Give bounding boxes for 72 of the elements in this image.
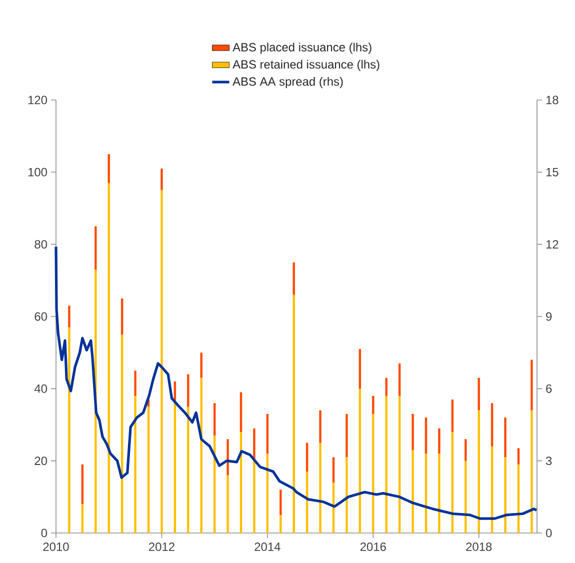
bar bbox=[266, 414, 269, 454]
bar bbox=[174, 403, 176, 533]
y2-tick-label: 9 bbox=[546, 312, 552, 321]
bar bbox=[134, 370, 136, 396]
bar bbox=[346, 457, 348, 533]
bar bbox=[292, 262, 295, 295]
bar bbox=[438, 454, 440, 533]
bar bbox=[478, 378, 480, 410]
bar bbox=[160, 168, 163, 190]
x-tick-label: 2012 bbox=[149, 542, 174, 551]
bar bbox=[517, 448, 520, 464]
bar bbox=[346, 414, 348, 458]
bar bbox=[412, 450, 414, 533]
y-tick-label: 0 bbox=[41, 528, 48, 538]
bar bbox=[68, 306, 70, 328]
bar bbox=[530, 360, 533, 410]
legend-label: ABS AA spread (rhs) bbox=[232, 77, 343, 88]
bar bbox=[319, 410, 322, 443]
y2-tick-label: 18 bbox=[546, 96, 558, 104]
bar bbox=[68, 327, 70, 533]
bar bbox=[451, 399, 454, 432]
bar bbox=[530, 410, 533, 533]
bar bbox=[240, 392, 242, 432]
bar bbox=[108, 154, 110, 183]
bar bbox=[213, 403, 216, 436]
line-series bbox=[54, 245, 538, 520]
bar bbox=[372, 396, 374, 414]
x-tick-label: 2014 bbox=[254, 542, 280, 551]
bar bbox=[253, 460, 256, 533]
y2-tick-label: 12 bbox=[546, 240, 558, 249]
bar bbox=[147, 406, 150, 533]
y2-tick-label: 6 bbox=[546, 384, 552, 393]
bar bbox=[319, 442, 322, 533]
bar bbox=[424, 418, 428, 454]
bar bbox=[280, 490, 282, 515]
y-tick-label: 120 bbox=[28, 96, 48, 104]
bar bbox=[398, 363, 401, 396]
bar bbox=[81, 504, 84, 533]
bar bbox=[253, 428, 256, 461]
bar bbox=[200, 352, 202, 378]
bar bbox=[134, 396, 136, 533]
bar bbox=[226, 439, 229, 476]
bar bbox=[226, 475, 229, 533]
bar bbox=[504, 418, 506, 458]
y-tick-label: 20 bbox=[34, 456, 48, 466]
y-tick-label: 100 bbox=[28, 168, 48, 176]
bar bbox=[464, 439, 467, 461]
bar bbox=[94, 226, 97, 270]
x-tick-label: 2010 bbox=[43, 542, 69, 551]
legend-label: ABS placed issuance (lhs) bbox=[232, 42, 372, 54]
y2-tick-label: 15 bbox=[546, 168, 558, 176]
bar bbox=[81, 464, 84, 504]
bar bbox=[280, 514, 282, 533]
bar bbox=[332, 457, 335, 482]
bar bbox=[160, 190, 163, 533]
bar bbox=[306, 442, 308, 472]
bar bbox=[385, 378, 388, 396]
bar bbox=[490, 403, 494, 446]
y-tick-label: 40 bbox=[34, 384, 48, 393]
y-tick-label: 80 bbox=[34, 240, 48, 249]
bar bbox=[412, 414, 414, 450]
x-tick-label: 2018 bbox=[466, 542, 492, 551]
bar bbox=[358, 348, 362, 389]
legend-label: ABS retained issuance (lhs) bbox=[232, 60, 380, 71]
bar bbox=[504, 457, 506, 533]
y2-tick-label: 3 bbox=[546, 456, 552, 466]
bar bbox=[438, 428, 440, 454]
y2-tick-label: 0 bbox=[546, 528, 552, 538]
y-tick-label: 60 bbox=[34, 312, 48, 321]
bar bbox=[120, 298, 124, 335]
bar bbox=[187, 374, 190, 407]
x-tick-label: 2016 bbox=[360, 542, 386, 551]
